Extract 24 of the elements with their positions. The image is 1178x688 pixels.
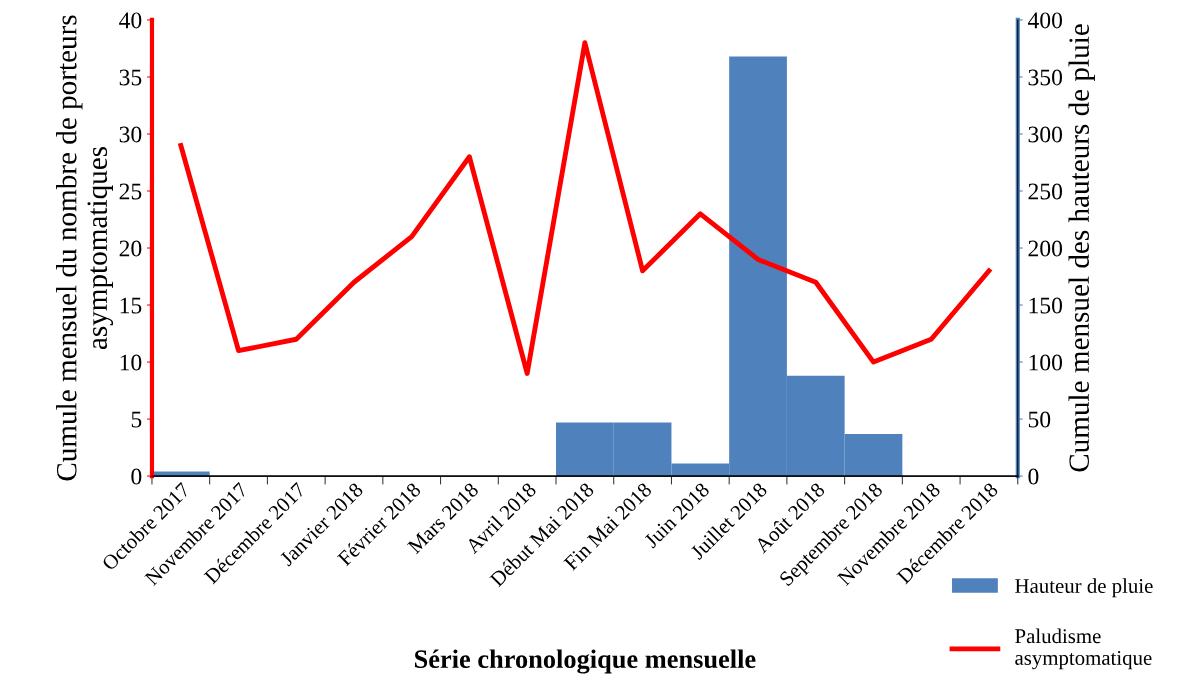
y2-tick-label: 150 xyxy=(1029,297,1063,314)
y2-tick-label: 400 xyxy=(1027,12,1063,29)
y2-tick-label: 0 xyxy=(1028,468,1039,485)
y-tick-label: 40 xyxy=(119,12,142,29)
y2-tick-label: 50 xyxy=(1028,411,1051,428)
y-tick-label: 30 xyxy=(119,126,142,143)
y-axis-title: Cumule mensuel du nombre de porteurs asymptomatiques xyxy=(56,15,114,481)
legend-label: Hauteur de pluie xyxy=(1015,578,1153,598)
legend-label: Paludisme asymptomatique xyxy=(1015,628,1152,670)
y2-tick-label: 100 xyxy=(1029,354,1063,371)
y2-tick-label: 300 xyxy=(1028,126,1063,143)
y2-axis-title: Cumule mensuel des hauteurs de pluie xyxy=(1068,24,1095,472)
y-tick-label: 35 xyxy=(119,69,142,86)
y-tick-label: 15 xyxy=(120,297,142,314)
y-tick-label: 20 xyxy=(119,240,142,257)
y-tick-label: 0 xyxy=(131,468,142,485)
y2-tick-label: 350 xyxy=(1028,69,1063,86)
y-tick-label: 5 xyxy=(131,411,142,428)
x-axis-title: Série chronologique mensuelle xyxy=(415,649,756,674)
line-series xyxy=(178,40,992,376)
y2-tick-label: 200 xyxy=(1028,240,1063,257)
y-tick-label: 10 xyxy=(120,354,142,371)
y2-tick-label: 250 xyxy=(1028,183,1063,200)
y-tick-label: 25 xyxy=(119,183,142,200)
